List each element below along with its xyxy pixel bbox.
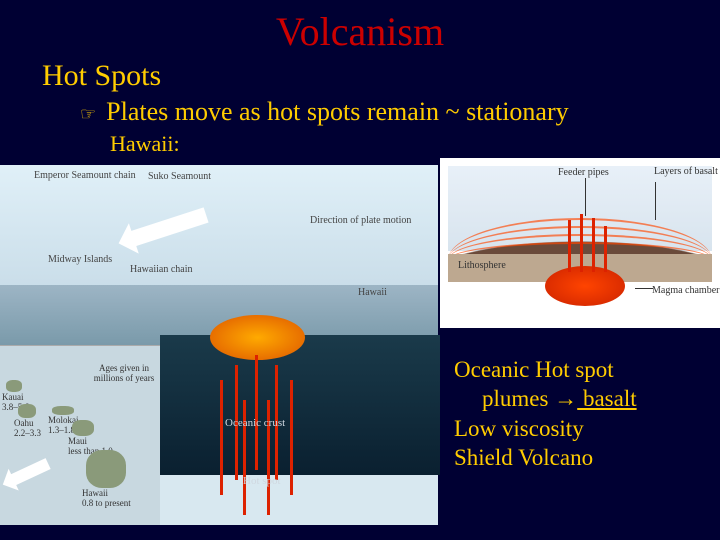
summary-text: Oceanic Hot spot plumes → basalt Low vis… [454,355,637,473]
hawaii-island-label: Hawaii [358,287,387,298]
hotspot-bulge [210,315,305,360]
summary-line-2: Low viscosity [454,414,637,443]
midway-label: Midway Islands [48,255,112,266]
summary-line-1b: plumes → basalt [454,384,637,413]
feeder-pipes-label: Feeder pipes [558,167,609,178]
lithosphere-label: Lithosphere [458,260,506,271]
slide-title: Volcanism [0,0,720,55]
island-molokai [52,406,74,415]
island-age-map: Ages given in millions of years Kauai3.8… [0,345,160,525]
summary-line-1: Oceanic Hot spot [454,355,637,384]
feeder-pipe [592,218,595,272]
hawaiian-chain-label: Hawaiian chain [130,265,192,276]
ocean-surface [0,165,438,297]
island-label-hawaii: Hawaii0.8 to present [82,489,131,509]
ages-title: Ages given in millions of years [88,364,160,384]
suko-label: Suko Seamount [148,171,211,182]
magma-chamber [545,266,625,306]
chain-arrow [9,458,50,486]
leader-line [585,178,586,216]
feeder-pipe [604,226,607,272]
crust-label: Oceanic crust [225,417,285,429]
bullet-row: ☞ Plates move as hot spots remain ~ stat… [80,97,720,127]
shield-volcano-diagram: Lithosphere Magma chamber Feeder pipes L… [440,158,720,328]
hotspot-label: Hot spot [243,475,281,487]
island-maui [72,420,94,436]
section-heading: Hot Spots [42,59,720,93]
feeder-pipe [580,214,583,272]
island-kauai [6,380,22,392]
island-label-oahu: Oahu2.2–3.3 [14,419,41,439]
oceanic-crust-cutaway [160,335,440,475]
hawaii-hotspot-diagram: Emperor Seamount chain Suko Seamount Mid… [0,165,438,525]
hawaii-label: Hawaii: [110,131,720,157]
summary-line-3: Shield Volcano [454,443,637,472]
bullet-icon: ☞ [80,104,96,125]
plate-direction-label: Direction of plate motion [310,215,411,226]
basalt-layers-label: Layers of basalt [654,167,718,178]
island-oahu [18,404,36,418]
emperor-label: Emperor Seamount chain [34,171,136,182]
bullet-text: Plates move as hot spots remain ~ statio… [106,97,569,127]
leader-line [655,182,656,220]
magma-chamber-label: Magma chamber [652,286,719,297]
magma-plume [255,355,258,470]
feeder-pipe [568,220,571,272]
leader-line [635,288,653,289]
island-hawaii [86,450,126,488]
